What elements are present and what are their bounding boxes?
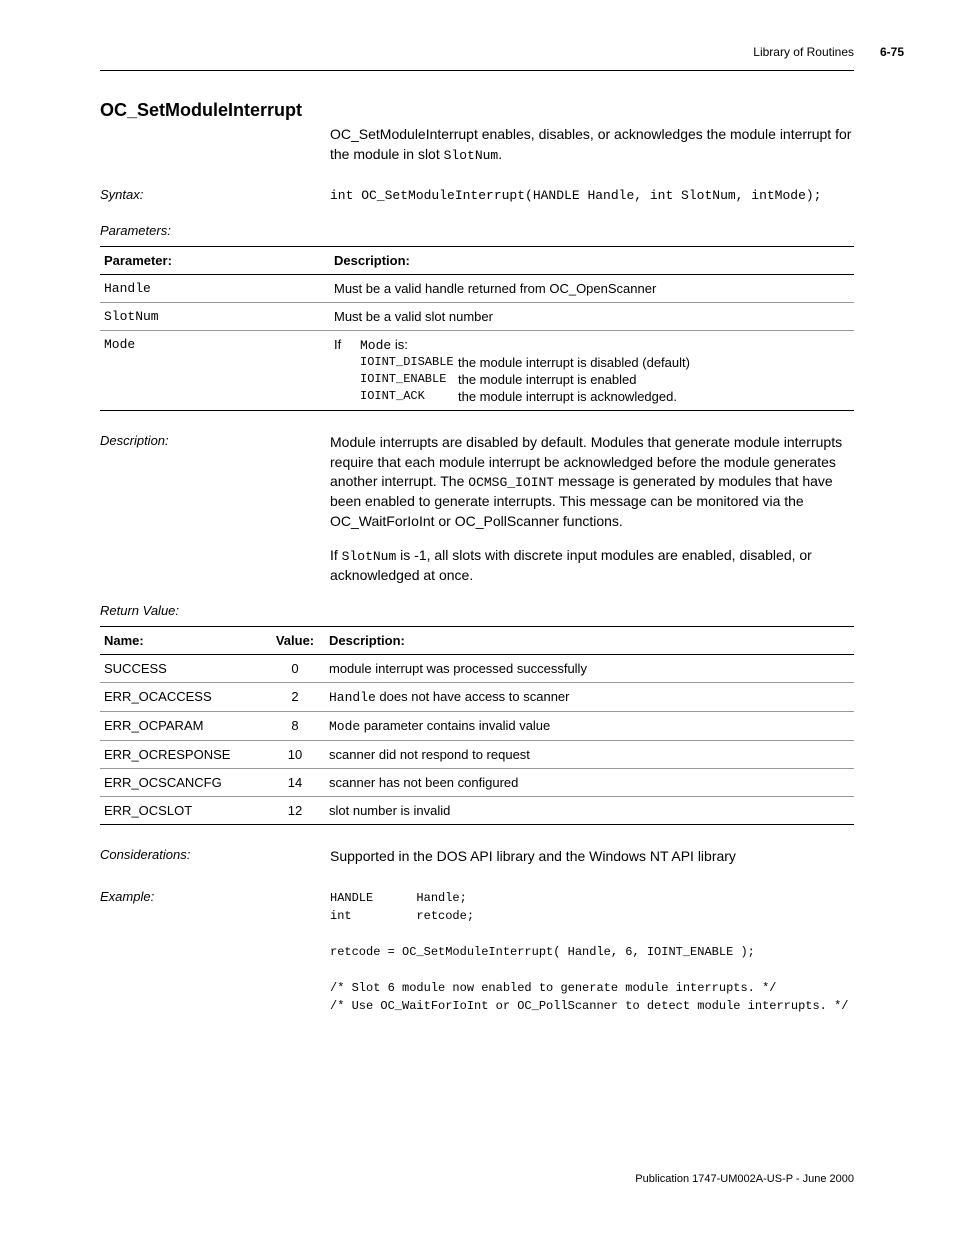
ret-desc-pre: Handle <box>329 690 376 705</box>
ret-desc-pre: Mode <box>329 719 360 734</box>
example-code: HANDLE Handle; int retcode; retcode = OC… <box>330 889 854 1015</box>
mode-is: is: <box>395 337 408 352</box>
mode-mode: Mode is: <box>360 337 450 353</box>
intro-period: . <box>498 146 502 162</box>
ret-header-desc: Description: <box>325 627 854 655</box>
description-body: Module interrupts are disabled by defaul… <box>330 433 854 585</box>
table-row: ERR_OCPARAM 8 Mode parameter contains in… <box>100 712 854 741</box>
ret-value: 0 <box>265 655 325 683</box>
intro-text: OC_SetModuleInterrupt enables, disables,… <box>330 126 851 162</box>
example-label: Example: <box>100 889 330 1015</box>
param-header-description: Description: <box>330 246 854 274</box>
param-desc: If Mode is: IOINT_DISABLE the module int… <box>330 330 854 410</box>
mode-if: If <box>334 337 352 353</box>
ret-desc: scanner has not been configured <box>325 769 854 797</box>
param-desc: Must be a valid slot number <box>330 302 854 330</box>
mode-code: Mode <box>360 338 391 353</box>
page-number-top: 6-75 <box>880 45 904 59</box>
ret-desc: slot number is invalid <box>325 797 854 825</box>
param-header-parameter: Parameter: <box>100 246 330 274</box>
return-label: Return Value: <box>100 603 330 618</box>
syntax-label: Syntax: <box>100 187 330 205</box>
ret-name: ERR_OCACCESS <box>100 683 265 712</box>
mode-name: IOINT_ACK <box>360 389 450 404</box>
param-desc: Must be a valid handle returned from OC_… <box>330 274 854 302</box>
table-row: ERR_OCRESPONSE 10 scanner did not respon… <box>100 741 854 769</box>
ret-value: 2 <box>265 683 325 712</box>
parameters-table: Parameter: Description: Handle Must be a… <box>100 246 854 411</box>
desc-code-1: OCMSG_IOINT <box>468 475 554 490</box>
table-row: SUCCESS 0 module interrupt was processed… <box>100 655 854 683</box>
header-rule <box>100 70 854 71</box>
page-title: OC_SetModuleInterrupt <box>100 100 854 121</box>
syntax-code: int OC_SetModuleInterrupt(HANDLE Handle,… <box>330 187 854 205</box>
intro-paragraph: OC_SetModuleInterrupt enables, disables,… <box>330 125 854 165</box>
desc-text-2b: is -1, all slots with discrete input mod… <box>330 547 812 583</box>
table-row: ERR_OCSLOT 12 slot number is invalid <box>100 797 854 825</box>
page-header-label: Library of Routines <box>753 45 854 59</box>
param-name: Mode <box>100 330 330 410</box>
mode-desc: the module interrupt is enabled <box>458 372 850 387</box>
ret-value: 8 <box>265 712 325 741</box>
considerations-label: Considerations: <box>100 847 330 867</box>
ret-value: 14 <box>265 769 325 797</box>
ret-header-name: Name: <box>100 627 265 655</box>
ret-desc: parameter contains invalid value <box>360 718 550 733</box>
param-name: Handle <box>100 274 330 302</box>
ret-desc: module interrupt was processed successfu… <box>325 655 854 683</box>
parameters-label: Parameters: <box>100 223 330 238</box>
desc-code-2: SlotNum <box>342 549 397 564</box>
mode-desc: the module interrupt is acknowledged. <box>458 389 850 404</box>
ret-header-value: Value: <box>265 627 325 655</box>
footer-publication: Publication 1747-UM002A-US-P - June 2000 <box>635 1173 854 1185</box>
mode-desc: the module interrupt is disabled (defaul… <box>458 355 850 370</box>
table-row: Handle Must be a valid handle returned f… <box>100 274 854 302</box>
ret-name: SUCCESS <box>100 655 265 683</box>
ret-desc: does not have access to scanner <box>376 689 570 704</box>
return-table: Name: Value: Description: SUCCESS 0 modu… <box>100 626 854 825</box>
intro-slotnum: SlotNum <box>444 148 499 163</box>
ret-name: ERR_OCSCANCFG <box>100 769 265 797</box>
ret-name: ERR_OCPARAM <box>100 712 265 741</box>
ret-desc: scanner did not respond to request <box>325 741 854 769</box>
table-row: ERR_OCSCANCFG 14 scanner has not been co… <box>100 769 854 797</box>
mode-name: IOINT_ENABLE <box>360 372 450 387</box>
table-row: ERR_OCACCESS 2 Handle does not have acce… <box>100 683 854 712</box>
ret-name: ERR_OCRESPONSE <box>100 741 265 769</box>
param-name: SlotNum <box>100 302 330 330</box>
mode-name: IOINT_DISABLE <box>360 355 450 370</box>
ret-value: 12 <box>265 797 325 825</box>
table-row: Mode If Mode is: IOINT_DISABLE the modul… <box>100 330 854 410</box>
table-row: SlotNum Must be a valid slot number <box>100 302 854 330</box>
desc-text-2a: If <box>330 547 342 563</box>
description-label: Description: <box>100 433 330 585</box>
considerations-body: Supported in the DOS API library and the… <box>330 847 854 867</box>
ret-name: ERR_OCSLOT <box>100 797 265 825</box>
ret-value: 10 <box>265 741 325 769</box>
